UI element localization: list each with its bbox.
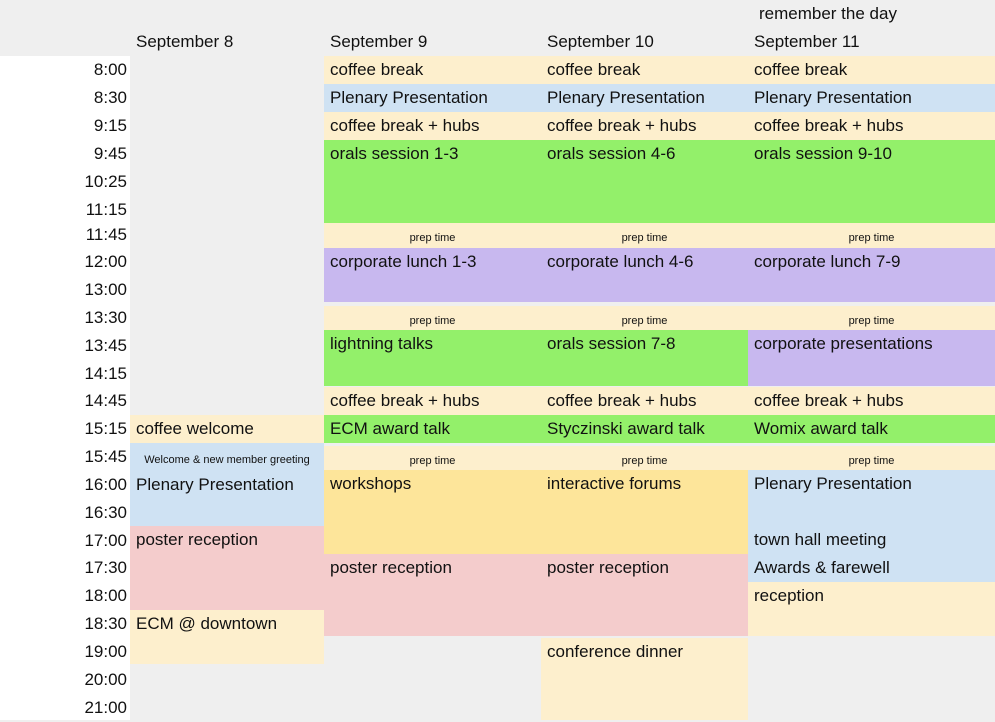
event-orals-session-2: orals session 7-8 [541, 330, 748, 386]
event-coffee-break-hubs: coffee break + hubs [541, 112, 748, 140]
time-label: 17:00 [84, 531, 127, 550]
event-plenary-presentation: Plenary Presentation [130, 471, 324, 526]
time-label: 21:00 [84, 698, 127, 717]
event-plenary-presentation: Plenary Presentation [748, 84, 995, 112]
event-prep-time: prep time [748, 446, 995, 470]
event-prep-time: prep time [324, 223, 541, 248]
event-award-talk: Womix award talk [748, 415, 995, 443]
event-prep-time: prep time [541, 306, 748, 330]
time-label: 12:00 [84, 252, 127, 271]
event-town-hall-meeting: town hall meeting [748, 526, 995, 554]
event-orals-session: orals session 9-10 [748, 140, 995, 223]
time-column: 8:00 8:30 9:15 9:45 10:25 11:15 11:45 12… [0, 56, 130, 720]
event-prep-time: prep time [748, 223, 995, 248]
time-label: 14:15 [84, 364, 127, 383]
time-label: 18:00 [84, 586, 127, 605]
time-label: 13:30 [84, 308, 127, 327]
event-conference-dinner: conference dinner [541, 638, 748, 720]
event-plenary-presentation-2: Plenary Presentation [748, 470, 995, 526]
event-coffee-welcome: coffee welcome [130, 415, 324, 443]
time-label: 14:45 [84, 391, 127, 410]
event-plenary-presentation: Plenary Presentation [541, 84, 748, 112]
time-label: 13:45 [84, 336, 127, 355]
event-interactive-forums: interactive forums [541, 470, 748, 554]
event-coffee-break-hubs: coffee break + hubs [748, 387, 995, 415]
event-coffee-break: coffee break [324, 56, 541, 84]
time-label: 8:30 [93, 88, 127, 107]
time-label: 19:00 [84, 642, 127, 661]
time-label: 9:15 [93, 116, 127, 135]
event-welcome-greeting: Welcome & new member greeting [130, 443, 324, 471]
day-header-sep10: September 10 [547, 32, 654, 51]
time-label: 15:15 [84, 419, 127, 438]
event-prep-time: prep time [324, 446, 541, 470]
event-poster-reception: poster reception [541, 554, 748, 636]
event-corporate-lunch: corporate lunch 1-3 [324, 248, 541, 302]
event-prep-time: prep time [748, 306, 995, 330]
event-corporate-lunch: corporate lunch 7-9 [748, 248, 995, 302]
time-label: 8:00 [93, 60, 127, 79]
event-corporate-presentations: corporate presentations [748, 330, 995, 386]
time-label: 15:45 [84, 447, 127, 466]
event-corporate-lunch: corporate lunch 4-6 [541, 248, 748, 302]
event-coffee-break: coffee break [748, 56, 995, 84]
event-orals-session: orals session 1-3 [324, 140, 541, 223]
time-label: 18:30 [84, 614, 127, 633]
event-reception: reception [748, 582, 995, 636]
day-header-sep8: September 8 [136, 32, 234, 51]
event-award-talk: Styczinski award talk [541, 415, 748, 443]
note-remember-the-day: remember the day [759, 4, 897, 23]
event-awards-farewell: Awards & farewell [748, 554, 995, 582]
time-label: 10:25 [84, 172, 127, 191]
event-ecm-downtown: ECM @ downtown [130, 610, 324, 664]
event-coffee-break-hubs: coffee break + hubs [541, 387, 748, 415]
event-workshops: workshops [324, 470, 541, 554]
time-label: 13:00 [84, 280, 127, 299]
day-header-sep9: September 9 [330, 32, 428, 51]
event-poster-reception: poster reception [324, 554, 541, 636]
time-label: 20:00 [84, 670, 127, 689]
time-label: 16:00 [84, 475, 127, 494]
time-label: 11:45 [85, 225, 127, 244]
event-orals-session: orals session 4-6 [541, 140, 748, 223]
event-award-talk: ECM award talk [324, 415, 541, 443]
event-lightning-talks: lightning talks [324, 330, 541, 386]
time-label: 16:30 [84, 503, 127, 522]
event-prep-time: prep time [541, 223, 748, 248]
event-coffee-break-hubs: coffee break + hubs [748, 112, 995, 140]
event-plenary-presentation: Plenary Presentation [324, 84, 541, 112]
time-label: 9:45 [93, 144, 127, 163]
event-prep-time: prep time [324, 306, 541, 330]
time-label: 11:15 [85, 200, 127, 219]
event-prep-time: prep time [541, 446, 748, 470]
time-label: 17:30 [84, 558, 127, 577]
event-coffee-break-hubs: coffee break + hubs [324, 112, 541, 140]
day-header-sep11: September 11 [754, 32, 860, 51]
event-coffee-break: coffee break [541, 56, 748, 84]
event-poster-reception: poster reception [130, 526, 324, 610]
event-coffee-break-hubs: coffee break + hubs [324, 387, 541, 415]
